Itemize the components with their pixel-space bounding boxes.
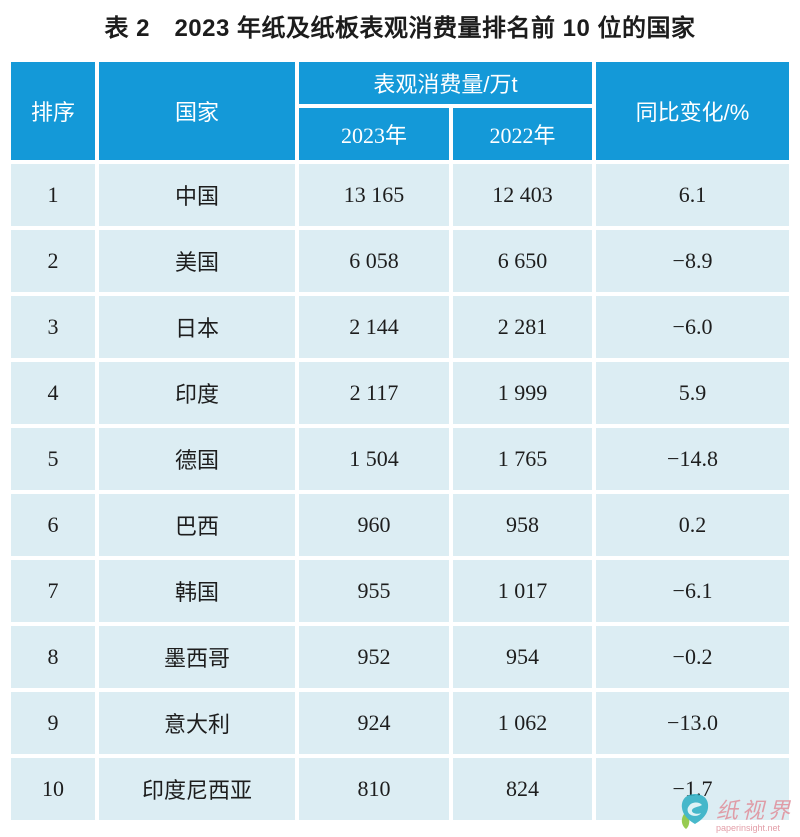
- value-2022-cell: 1 999: [453, 362, 593, 424]
- table-row: 1 中国 13 165 12 403 6.1: [11, 164, 790, 226]
- table-row: 7 韩国 955 1 017 −6.1: [11, 560, 790, 622]
- value-2023-cell: 1 504: [299, 428, 449, 490]
- rank-cell: 6: [11, 494, 95, 556]
- yoy-cell: −6.0: [596, 296, 790, 358]
- rank-cell: 1: [11, 164, 95, 226]
- paperinsight-logo-icon: [678, 790, 712, 835]
- value-2023-cell: 952: [299, 626, 449, 688]
- header-year-2023: 2023年: [299, 108, 449, 160]
- rank-cell: 7: [11, 560, 95, 622]
- country-cell: 中国: [99, 164, 295, 226]
- table-row: 2 美国 6 058 6 650 −8.9: [11, 230, 790, 292]
- value-2022-cell: 954: [453, 626, 593, 688]
- consumption-table: 排序 国家 表观消费量/万t 同比变化/% 2023年 2022年 1 中国 1…: [7, 58, 793, 824]
- yoy-cell: 0.2: [596, 494, 790, 556]
- value-2023-cell: 2 144: [299, 296, 449, 358]
- table-row: 10 印度尼西亚 810 824 −1.7: [11, 758, 790, 820]
- country-cell: 韩国: [99, 560, 295, 622]
- value-2023-cell: 960: [299, 494, 449, 556]
- yoy-cell: −13.0: [596, 692, 790, 754]
- table-row: 8 墨西哥 952 954 −0.2: [11, 626, 790, 688]
- value-2022-cell: 2 281: [453, 296, 593, 358]
- table-row: 4 印度 2 117 1 999 5.9: [11, 362, 790, 424]
- rank-cell: 3: [11, 296, 95, 358]
- value-2022-cell: 12 403: [453, 164, 593, 226]
- header-row-2: 2023年 2022年: [11, 108, 789, 160]
- country-cell: 印度尼西亚: [99, 758, 295, 820]
- value-2023-cell: 13 165: [299, 164, 449, 226]
- header-row-1: 排序 国家 表观消费量/万t 同比变化/%: [11, 62, 790, 160]
- table-row: 9 意大利 924 1 062 −13.0: [11, 692, 790, 754]
- watermark-name: 纸视界: [715, 798, 794, 824]
- country-cell: 德国: [99, 428, 295, 490]
- yoy-cell: −8.9: [596, 230, 790, 292]
- rank-cell: 10: [11, 758, 95, 820]
- table-row: 5 德国 1 504 1 765 −14.8: [11, 428, 790, 490]
- yoy-cell: −0.2: [596, 626, 790, 688]
- country-cell: 美国: [99, 230, 295, 292]
- value-2022-cell: 824: [453, 758, 593, 820]
- watermark: 纸视界 paperinsight.net: [678, 790, 794, 835]
- header-yoy: 同比变化/%: [596, 62, 790, 160]
- yoy-cell: 6.1: [596, 164, 790, 226]
- header-year-2022: 2022年: [453, 108, 593, 160]
- value-2022-cell: 1 765: [453, 428, 593, 490]
- table-row: 3 日本 2 144 2 281 −6.0: [11, 296, 790, 358]
- yoy-cell: −14.8: [596, 428, 790, 490]
- table-title: 表 2 2023 年纸及纸板表观消费量排名前 10 位的国家: [104, 15, 696, 42]
- country-cell: 巴西: [99, 494, 295, 556]
- country-cell: 日本: [99, 296, 295, 358]
- value-2022-cell: 958: [453, 494, 593, 556]
- header-country: 国家: [99, 62, 295, 160]
- value-2023-cell: 810: [299, 758, 449, 820]
- rank-cell: 4: [11, 362, 95, 424]
- rank-cell: 2: [11, 230, 95, 292]
- yoy-cell: 5.9: [596, 362, 790, 424]
- value-2022-cell: 6 650: [453, 230, 593, 292]
- watermark-url: paperinsight.net: [715, 823, 781, 834]
- rank-cell: 9: [11, 692, 95, 754]
- rank-cell: 8: [11, 626, 95, 688]
- value-2023-cell: 2 117: [299, 362, 449, 424]
- table-row: 6 巴西 960 958 0.2: [11, 494, 790, 556]
- value-2023-cell: 955: [299, 560, 449, 622]
- header-consumption-group: 表观消费量/万t: [299, 62, 593, 104]
- rank-cell: 5: [11, 428, 95, 490]
- country-cell: 印度: [99, 362, 295, 424]
- yoy-cell: −6.1: [596, 560, 790, 622]
- value-2022-cell: 1 017: [453, 560, 593, 622]
- country-cell: 意大利: [99, 692, 295, 754]
- value-2023-cell: 6 058: [299, 230, 449, 292]
- country-cell: 墨西哥: [99, 626, 295, 688]
- value-2023-cell: 924: [299, 692, 449, 754]
- header-rank: 排序: [11, 62, 95, 160]
- value-2022-cell: 1 062: [453, 692, 593, 754]
